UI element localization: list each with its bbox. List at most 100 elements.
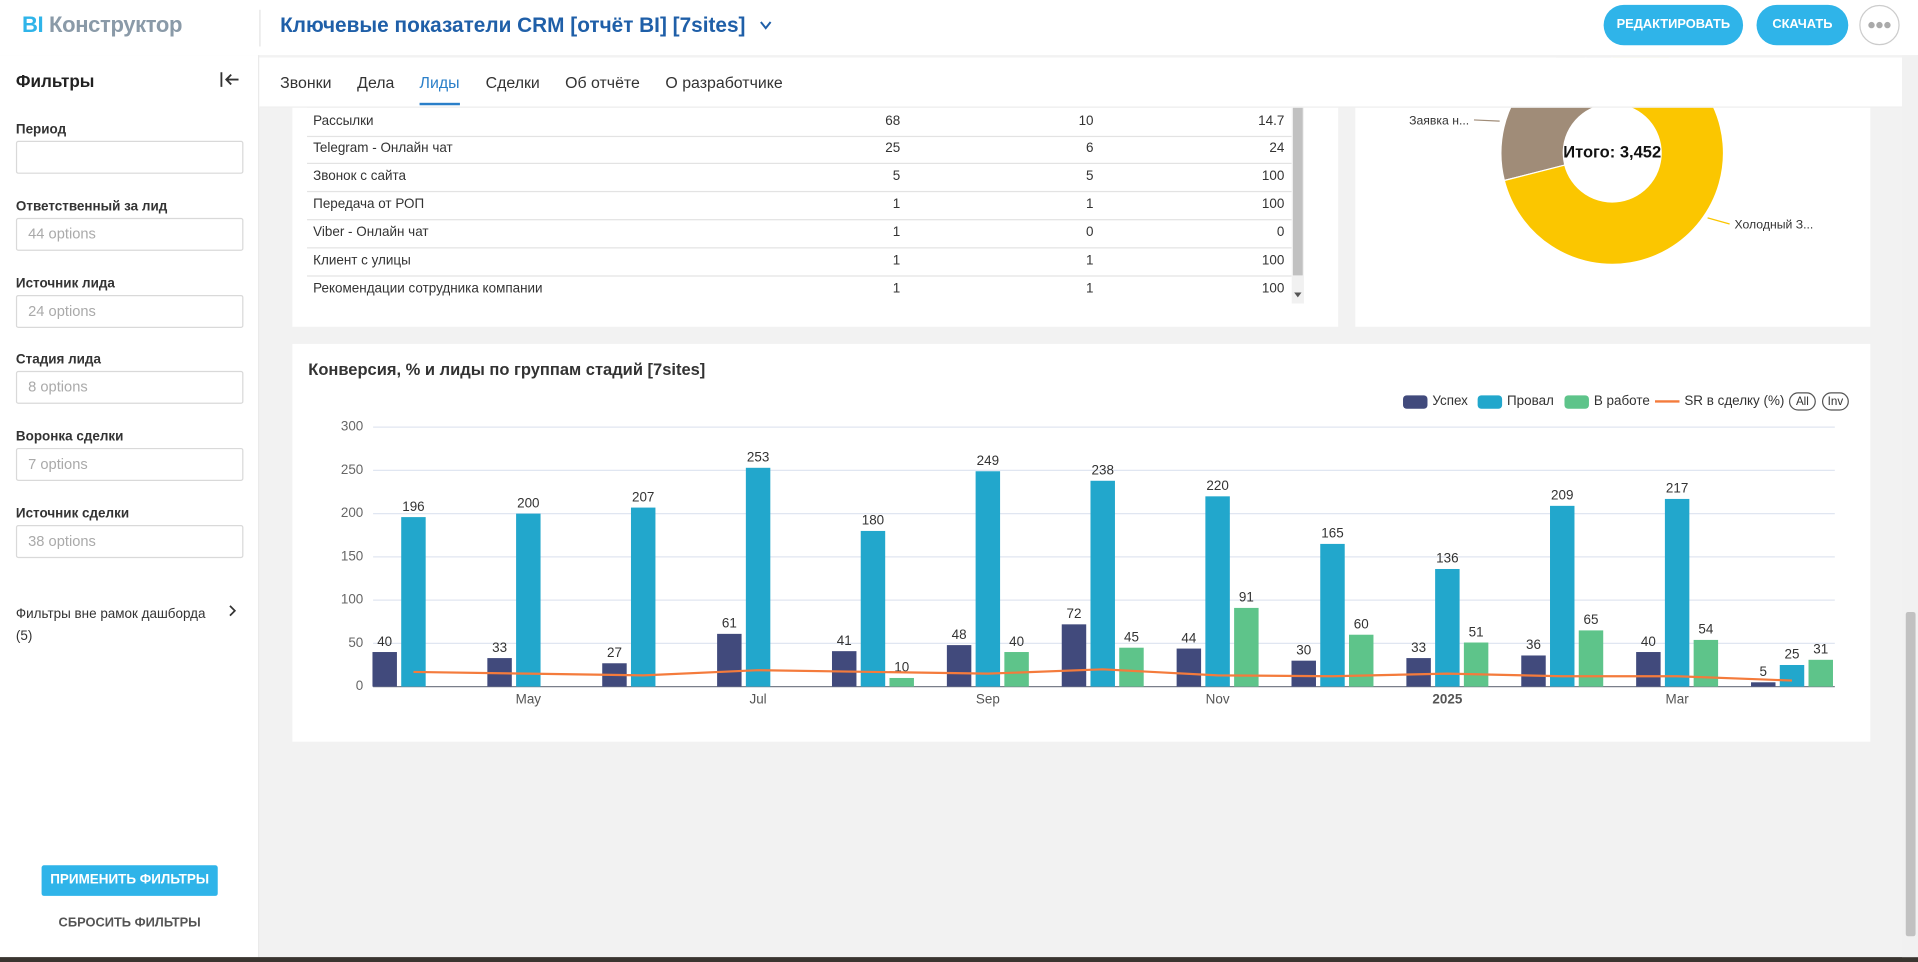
legend-button-label[interactable]: Inv (1828, 395, 1844, 408)
bar (1463, 642, 1489, 687)
tab[interactable]: Дела (357, 73, 395, 92)
scroll-thumb[interactable] (1905, 611, 1916, 937)
tab[interactable]: Об отчёте (565, 73, 640, 92)
y-tick-label: 300 (341, 419, 363, 434)
data-label: 31 (1813, 642, 1828, 657)
data-label: 72 (1067, 606, 1082, 621)
bar (946, 645, 972, 687)
table-scrollbar[interactable] (1291, 94, 1304, 304)
table-cell-number: 5 (1086, 168, 1094, 184)
logo[interactable]: BI Конструктор (22, 12, 182, 38)
tab-underline (419, 102, 460, 106)
legend-button-label[interactable]: All (1796, 395, 1809, 408)
data-label: 30 (1296, 642, 1311, 657)
legend-label[interactable]: В работе (1594, 393, 1650, 408)
data-label: 33 (492, 640, 507, 655)
filter-placeholder: 38 options (28, 532, 96, 550)
filter-input[interactable]: 44 options (15, 217, 244, 251)
table-cell-name: Рекомендации сотрудника компании (313, 281, 543, 297)
table-cell-name: Звонок с сайта (313, 168, 406, 184)
legend-label[interactable]: Провал (1507, 393, 1554, 408)
data-label: 54 (1698, 622, 1713, 637)
tab[interactable]: Лиды (419, 73, 460, 92)
data-label: 196 (402, 499, 424, 514)
edit-button[interactable]: РЕДАКТИРОВАТЬ (1603, 4, 1744, 46)
data-label: 249 (977, 453, 999, 468)
more-button[interactable] (1859, 4, 1900, 46)
table-cell-number: 14.7 (1258, 113, 1285, 129)
data-label: 48 (952, 627, 967, 642)
data-label: 41 (837, 633, 852, 648)
data-label: 45 (1124, 629, 1139, 644)
data-label: 209 (1551, 488, 1573, 503)
bar (717, 633, 742, 687)
bar (1636, 652, 1661, 687)
divider (259, 9, 261, 47)
tab[interactable]: О разработчике (665, 73, 783, 92)
table-row: Telegram - Онлайн чат 25 6 24 (307, 135, 1292, 165)
legend-label[interactable]: Успех (1432, 393, 1468, 408)
filter-input[interactable]: 8 options (15, 371, 244, 405)
data-label: 200 (517, 495, 539, 510)
y-tick-label: 50 (348, 635, 363, 650)
x-tick-label: Jul (749, 692, 766, 707)
table-cell-number: 10 (1078, 113, 1094, 129)
filter-input[interactable]: 38 options (15, 525, 244, 559)
bar (1320, 543, 1345, 687)
filter-placeholder: 24 options (28, 301, 96, 319)
page-scrollbar[interactable] (1902, 55, 1918, 958)
data-label: 217 (1666, 481, 1688, 496)
tab[interactable]: Звонки (280, 73, 332, 92)
table-cell-number: 24 (1269, 140, 1285, 156)
report-title[interactable]: Ключевые показатели CRM [отчёт BI] [7sit… (280, 13, 773, 37)
filter-input[interactable] (15, 140, 244, 174)
apply-button[interactable]: ПРИМЕНИТЬ ФИЛЬТРЫ (41, 865, 218, 896)
scroll-thumb[interactable] (1292, 94, 1303, 276)
table-cell-name: Рассылки (313, 113, 374, 129)
bar (1119, 647, 1144, 687)
table-cell-number: 25 (885, 140, 901, 156)
filter-label: Стадия лида (15, 352, 101, 368)
external-filters[interactable]: Фильтры вне рамок дашборда (5) (16, 603, 206, 647)
legend-button[interactable] (1821, 392, 1849, 411)
tab[interactable]: Сделки (485, 73, 540, 92)
data-label: 36 (1526, 637, 1541, 652)
filter-placeholder: 7 options (28, 455, 88, 473)
bar (831, 651, 857, 687)
title-text: Ключевые показатели CRM [отчёт BI] [7sit… (280, 13, 746, 37)
external-filters-count: (5) (15, 629, 33, 644)
bar (1664, 498, 1690, 687)
legend-label[interactable]: SR в сделку (%) (1684, 393, 1784, 408)
reset-button[interactable]: СБРОСИТЬ ФИЛЬТРЫ (58, 915, 201, 931)
bar (401, 517, 426, 687)
table-row: Viber - Онлайн чат 1 0 0 (307, 219, 1292, 249)
data-label: 51 (1469, 624, 1484, 639)
bar (1578, 630, 1604, 687)
slice-label: Заявка н... (1409, 113, 1469, 127)
donut-total: Итого: 3,452 (1563, 143, 1661, 161)
bar (1234, 607, 1259, 687)
table: Рассылки 68 10 14.7 Telegram - Онлайн чат 25 6… (307, 106, 1292, 304)
filter-placeholder: 8 options (28, 378, 88, 396)
bar (1808, 659, 1833, 687)
data-label: 40 (377, 634, 392, 649)
bar (630, 507, 656, 687)
chevron-icon (229, 605, 237, 617)
collapse-button[interactable] (219, 70, 241, 90)
dropdown-icon (760, 21, 772, 30)
scroll-arrow[interactable] (1293, 290, 1303, 300)
legend-button[interactable] (1788, 392, 1816, 411)
download-button[interactable]: СКАЧАТЬ (1756, 4, 1849, 46)
filter-input[interactable]: 7 options (15, 448, 244, 482)
filter-input[interactable]: 24 options (15, 294, 244, 328)
bar (372, 652, 397, 687)
filter-label: Период (15, 122, 67, 138)
data-label: 25 (1785, 647, 1800, 662)
y-tick-label: 200 (341, 505, 363, 520)
table-cell-number: 100 (1261, 281, 1285, 297)
header: BI Конструктор Ключевые показатели CRM [… (0, 0, 1918, 56)
legend-swatch (1564, 395, 1589, 409)
bar (860, 530, 886, 687)
bar (1406, 658, 1431, 687)
